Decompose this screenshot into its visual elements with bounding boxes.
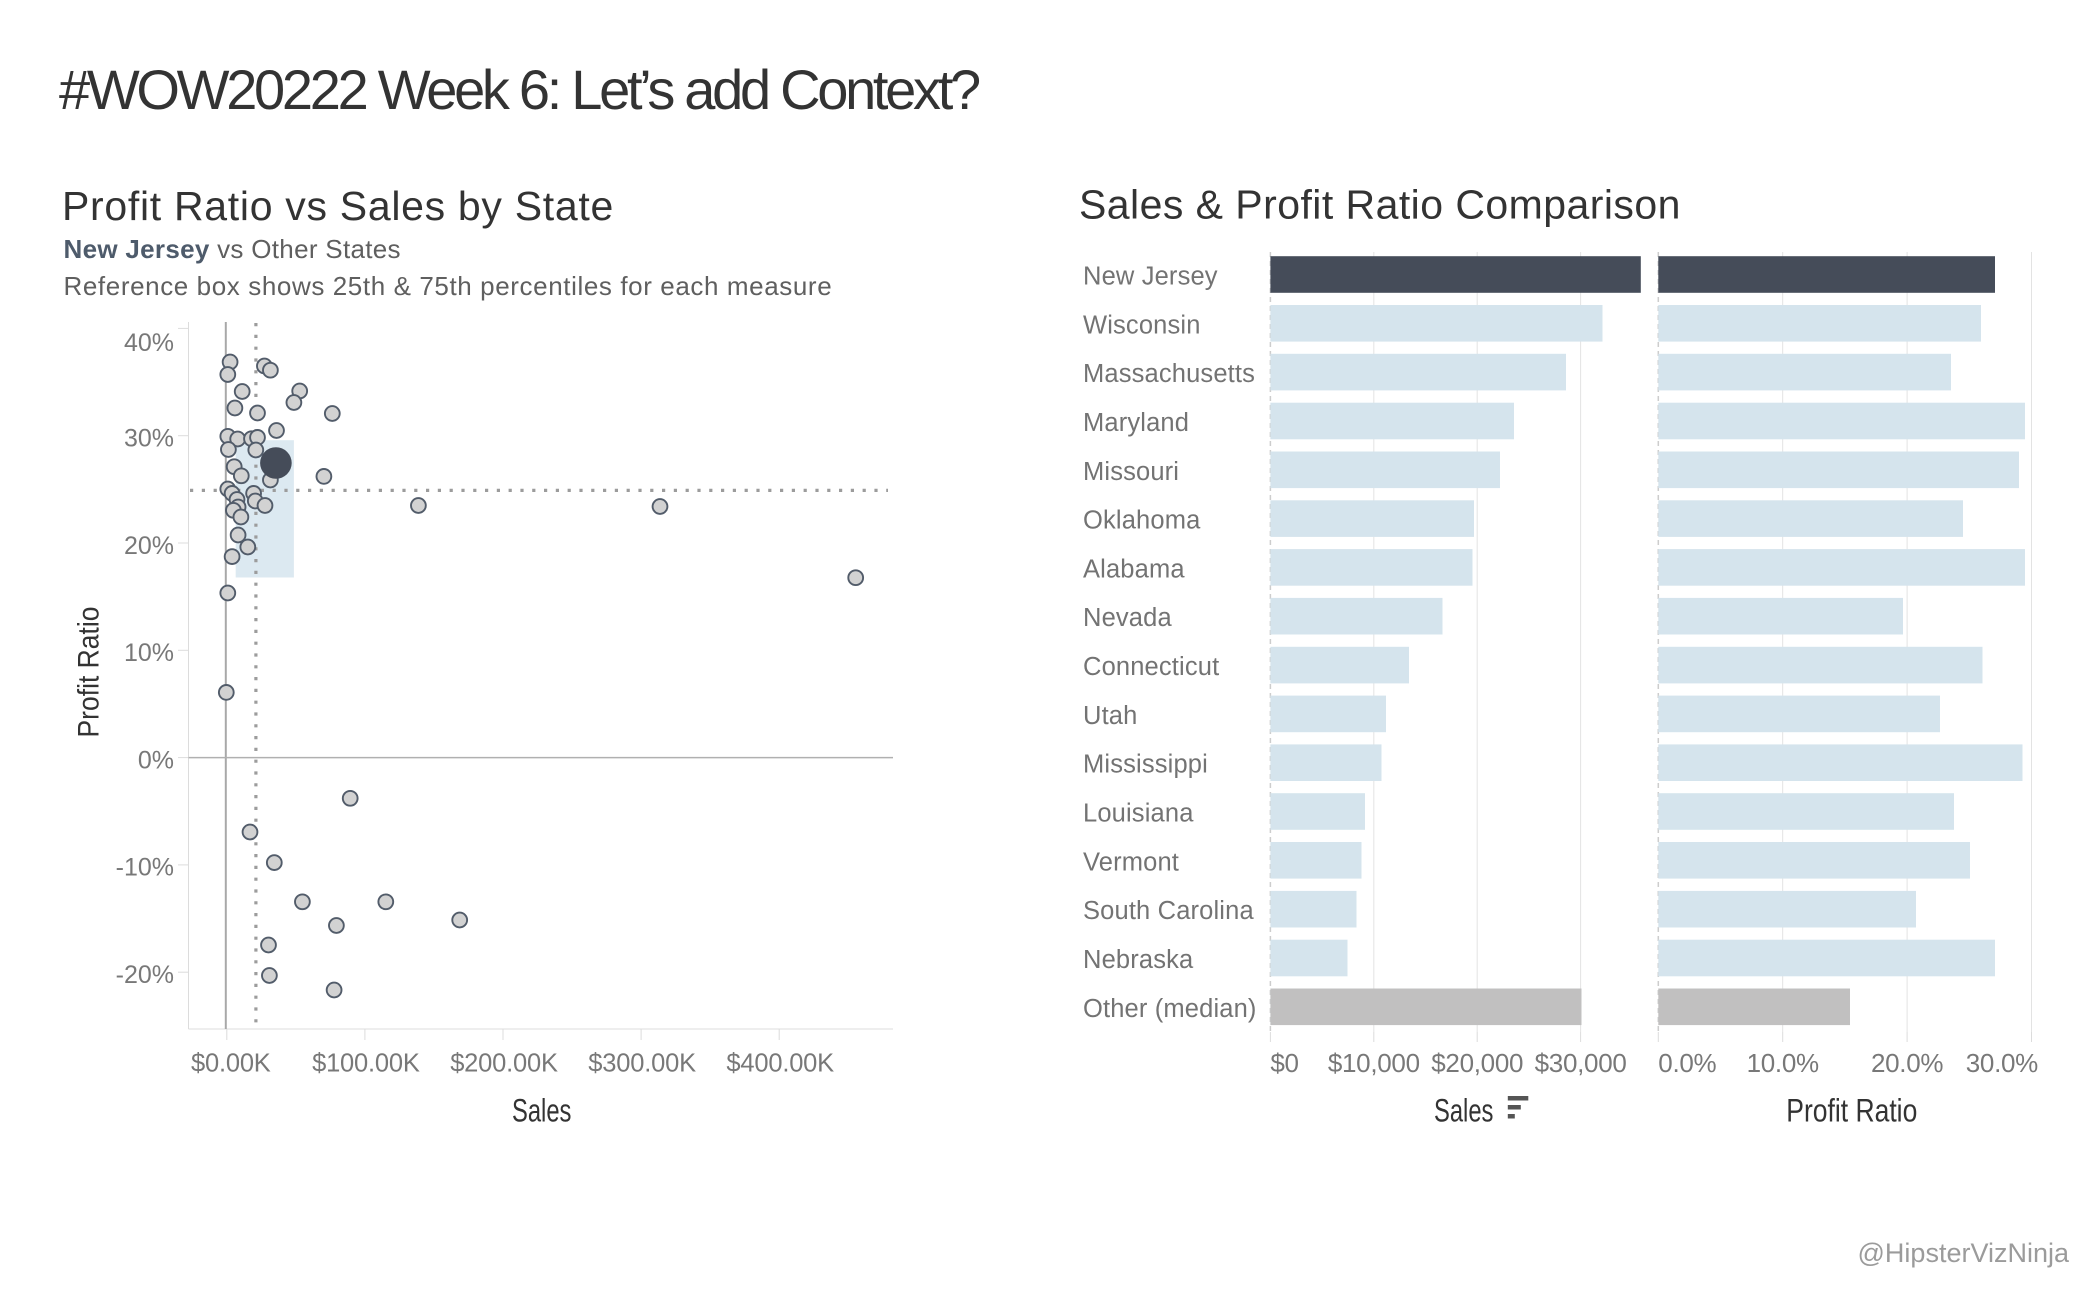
svg-text:Sales: Sales	[512, 1093, 571, 1129]
svg-text:Massachusetts: Massachusetts	[1083, 360, 1255, 388]
svg-text:Missouri: Missouri	[1083, 458, 1179, 486]
svg-text:Utah: Utah	[1083, 702, 1137, 730]
svg-text:New Jersey vs Other States: New Jersey vs Other States	[64, 234, 401, 264]
svg-text:#WOW20222 Week 6: Let’s add Co: #WOW20222 Week 6: Let’s add Context?	[59, 58, 980, 121]
svg-text:Vermont: Vermont	[1083, 848, 1179, 876]
svg-text:Sales & Profit Ratio Compariso: Sales & Profit Ratio Comparison	[1079, 182, 1681, 228]
svg-text:20%: 20%	[124, 532, 174, 560]
svg-text:0%: 0%	[138, 746, 174, 774]
svg-text:Profit Ratio: Profit Ratio	[73, 607, 106, 738]
svg-text:@HipsterVizNinja: @HipsterVizNinja	[1858, 1238, 2070, 1268]
svg-text:Oklahoma: Oklahoma	[1083, 507, 1201, 535]
svg-text:$0.00K: $0.00K	[191, 1050, 271, 1078]
svg-text:-10%: -10%	[116, 854, 174, 882]
svg-text:0.0%: 0.0%	[1658, 1048, 1716, 1078]
svg-text:-20%: -20%	[116, 961, 174, 989]
svg-text:Alabama: Alabama	[1083, 555, 1185, 583]
svg-text:Profit Ratio: Profit Ratio	[1786, 1093, 1917, 1129]
svg-text:Nebraska: Nebraska	[1083, 946, 1194, 974]
svg-text:Louisiana: Louisiana	[1083, 800, 1194, 828]
svg-text:$30,000: $30,000	[1535, 1048, 1627, 1078]
svg-text:Connecticut: Connecticut	[1083, 653, 1219, 681]
svg-text:Nevada: Nevada	[1083, 604, 1172, 632]
svg-text:$20,000: $20,000	[1431, 1048, 1523, 1078]
svg-text:20.0%: 20.0%	[1871, 1048, 1943, 1078]
svg-text:$100.00K: $100.00K	[312, 1050, 420, 1078]
svg-text:Profit Ratio vs Sales by State: Profit Ratio vs Sales by State	[62, 183, 614, 229]
svg-text:Other (median): Other (median)	[1083, 995, 1257, 1023]
svg-text:30.0%: 30.0%	[1966, 1048, 2038, 1078]
svg-text:10.0%: 10.0%	[1747, 1048, 1819, 1078]
svg-text:40%: 40%	[124, 329, 174, 357]
svg-text:Maryland: Maryland	[1083, 409, 1189, 437]
svg-text:South Carolina: South Carolina	[1083, 897, 1254, 925]
svg-text:10%: 10%	[124, 639, 174, 667]
svg-text:Wisconsin: Wisconsin	[1083, 311, 1201, 339]
svg-text:$300.00K: $300.00K	[588, 1050, 696, 1078]
svg-text:$0: $0	[1270, 1048, 1298, 1078]
svg-text:$10,000: $10,000	[1328, 1048, 1420, 1078]
svg-text:Mississippi: Mississippi	[1083, 751, 1208, 779]
svg-text:Sales: Sales	[1434, 1093, 1493, 1129]
svg-text:30%: 30%	[124, 425, 174, 453]
svg-text:New Jersey: New Jersey	[1083, 263, 1218, 291]
svg-text:$400.00K: $400.00K	[726, 1050, 834, 1078]
svg-text:$200.00K: $200.00K	[450, 1050, 558, 1078]
svg-text:Reference box shows 25th & 75t: Reference box shows 25th & 75th percenti…	[64, 271, 833, 301]
